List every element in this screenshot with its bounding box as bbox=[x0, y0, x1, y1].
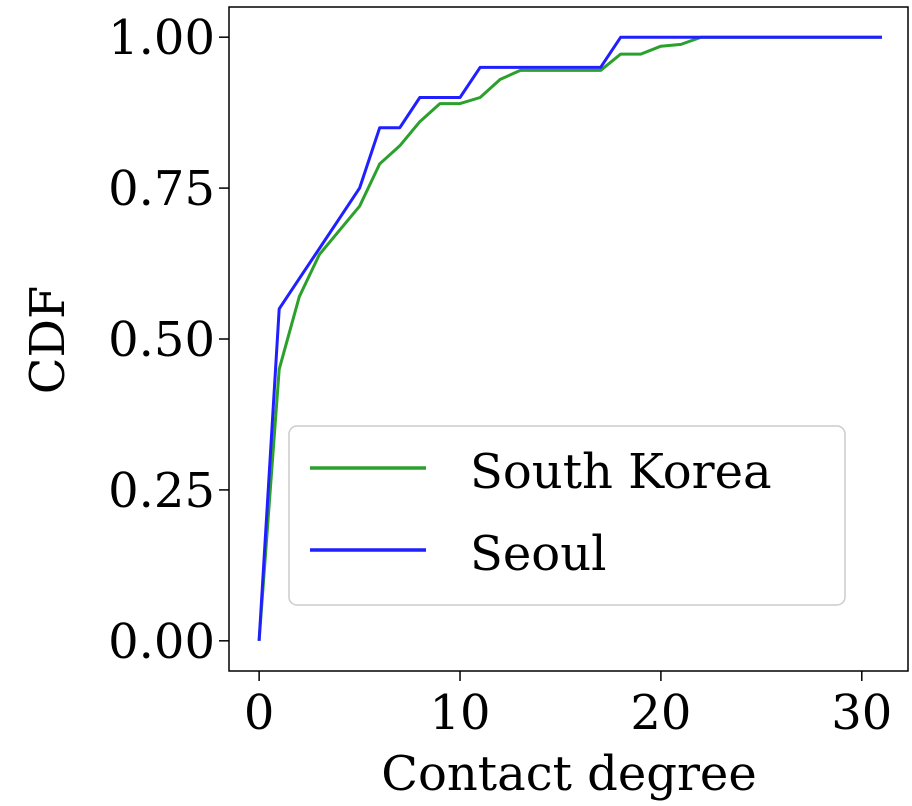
x-axis-label: Contact degree bbox=[381, 746, 757, 802]
y-axis-label: CDF bbox=[20, 286, 76, 395]
y-tick-label: 0.00 bbox=[108, 614, 215, 670]
x-tick-label: 10 bbox=[429, 685, 490, 741]
y-axis: 0.00 0.25 0.50 0.75 1.00 bbox=[108, 10, 229, 670]
x-axis: 0 10 20 30 bbox=[244, 671, 892, 741]
legend: South Korea Seoul bbox=[288, 425, 846, 606]
legend-label-south-korea: South Korea bbox=[470, 444, 772, 500]
series-line-seoul bbox=[257, 35, 882, 641]
x-tick-label: 20 bbox=[630, 685, 691, 741]
y-tick-label: 1.00 bbox=[108, 10, 215, 66]
y-tick-label: 0.50 bbox=[108, 312, 215, 368]
x-tick-label: 30 bbox=[831, 685, 892, 741]
y-tick-label: 0.75 bbox=[108, 161, 215, 217]
y-tick-label: 0.25 bbox=[108, 463, 215, 519]
legend-label-seoul: Seoul bbox=[470, 526, 606, 582]
x-tick-label: 0 bbox=[244, 685, 275, 741]
legend-box bbox=[288, 425, 846, 606]
series-layer bbox=[257, 35, 882, 641]
